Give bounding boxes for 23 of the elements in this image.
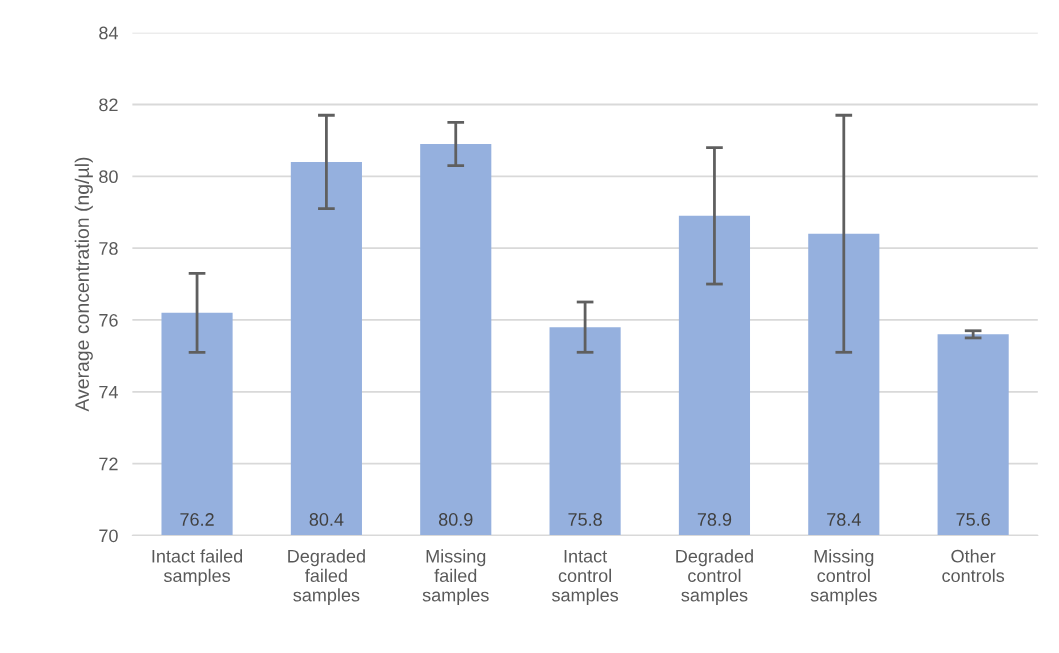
y-tick-label: 72 [99, 457, 118, 471]
y-tick-label: 76 [99, 313, 118, 327]
y-axis-title: Average concentration (ng/µl) [74, 157, 93, 412]
data-label: 80.4 [309, 513, 344, 526]
data-label: 76.2 [180, 513, 214, 526]
y-tick-label: 80 [99, 170, 118, 184]
data-label: 80.9 [438, 513, 473, 526]
y-tick-label: 82 [99, 98, 118, 112]
x-tick-label: Degraded failed samples [288, 549, 365, 606]
y-tick-label: 84 [99, 26, 118, 40]
data-label: 75.6 [956, 513, 990, 526]
x-tick-label: Missing control samples [810, 549, 877, 606]
data-label: 78.4 [827, 513, 861, 526]
x-tick-label: Degraded control samples [676, 549, 753, 606]
x-tick-label: Intact failed samples [152, 549, 243, 586]
data-label: 75.8 [568, 513, 602, 526]
y-tick-label: 78 [99, 242, 118, 255]
y-tick-label: 74 [99, 385, 118, 399]
x-tick-label: Intact control samples [551, 550, 619, 606]
x-tick-label: Missing failed samples [422, 549, 489, 606]
data-label: 78.9 [697, 513, 732, 526]
x-tick-label: Other controls [942, 549, 1005, 583]
y-tick-label: 70 [99, 529, 118, 543]
